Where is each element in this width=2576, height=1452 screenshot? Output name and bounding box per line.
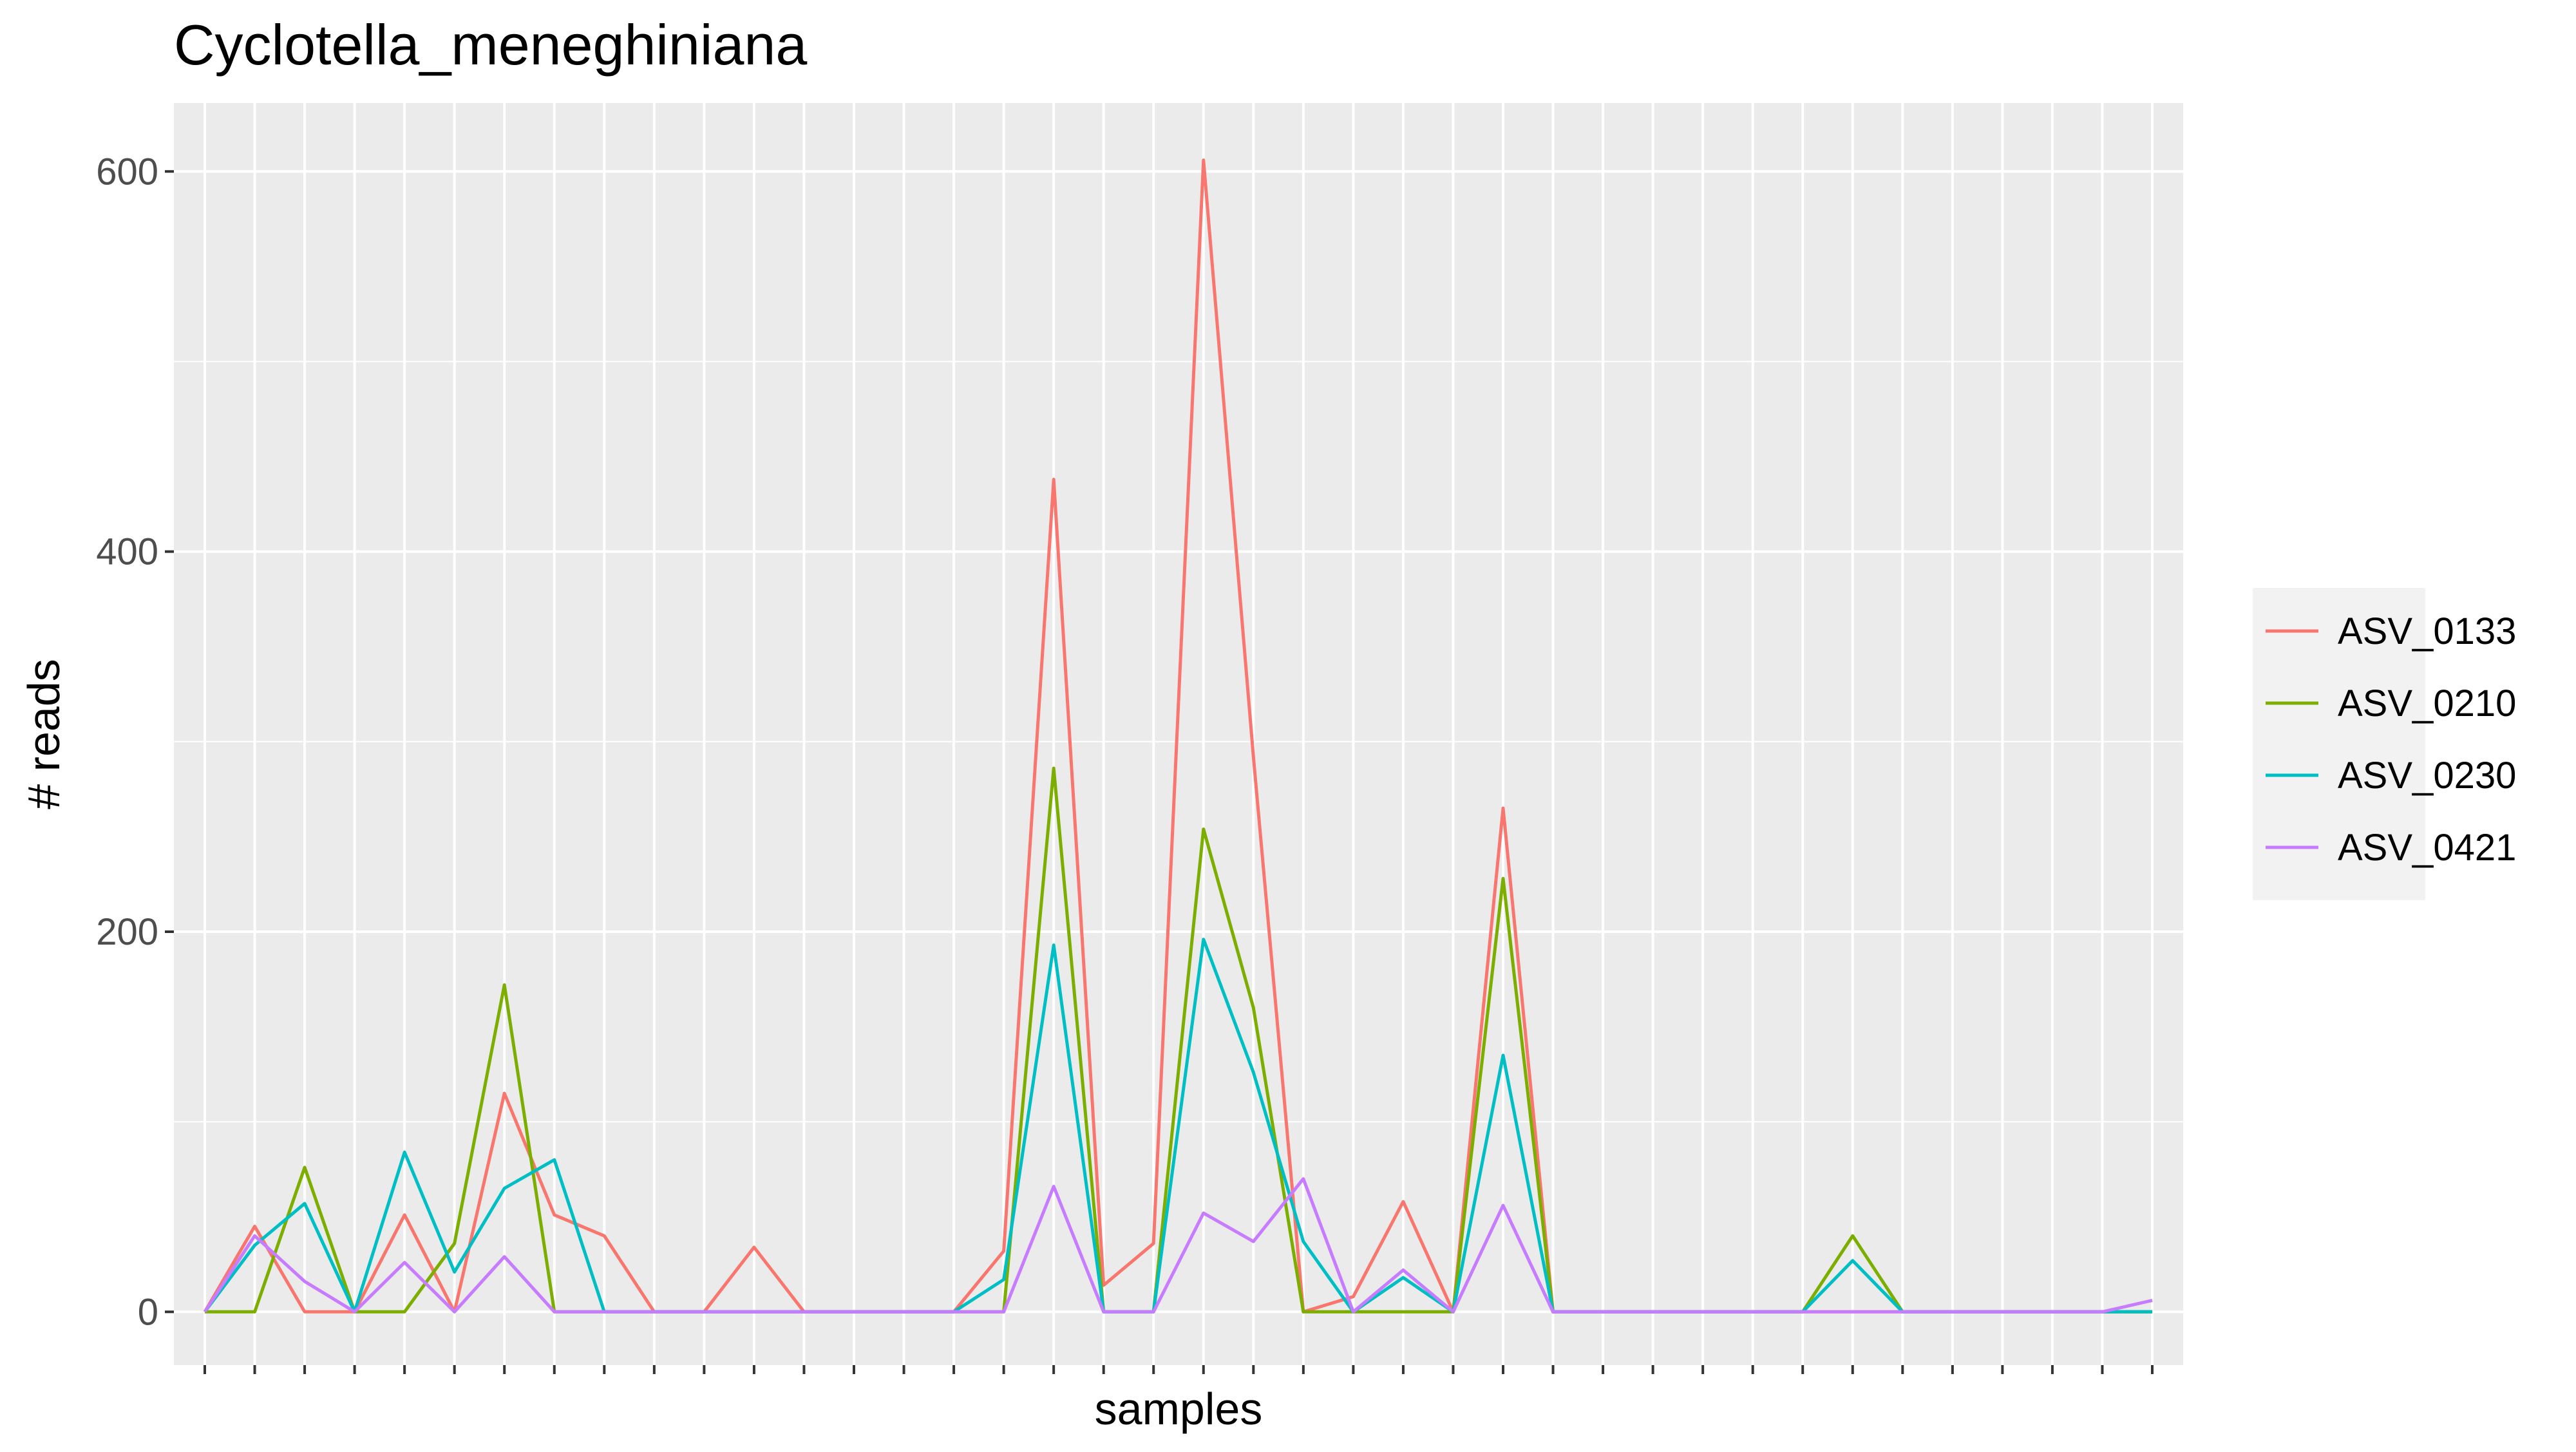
chart-title: Cyclotella_meneghiniana xyxy=(174,13,807,77)
y-tick-label: 200 xyxy=(96,911,158,953)
legend-label: ASV_0210 xyxy=(2338,683,2516,724)
y-tick-label: 0 xyxy=(138,1291,158,1333)
y-tick-label: 400 xyxy=(96,531,158,573)
x-axis xyxy=(204,1365,2154,1374)
y-axis: 0 200 400 600 xyxy=(96,151,174,1333)
series-line-asv_0421 xyxy=(203,1177,2153,1314)
legend: ASV_0133 ASV_0210 ASV_0230 ASV_0421 xyxy=(2253,588,2516,900)
legend-label: ASV_0421 xyxy=(2338,827,2516,869)
legend-label: ASV_0133 xyxy=(2338,610,2516,652)
grid xyxy=(174,103,2183,1365)
legend-label: ASV_0230 xyxy=(2338,755,2516,797)
series-lines xyxy=(203,158,2153,1314)
y-axis-label: # reads xyxy=(19,659,69,809)
series-line-asv_0210 xyxy=(205,766,2152,1314)
series-line-asv_0230 xyxy=(204,938,2152,1314)
y-tick-label: 600 xyxy=(96,151,158,193)
x-axis-label: samples xyxy=(1095,1384,1263,1434)
